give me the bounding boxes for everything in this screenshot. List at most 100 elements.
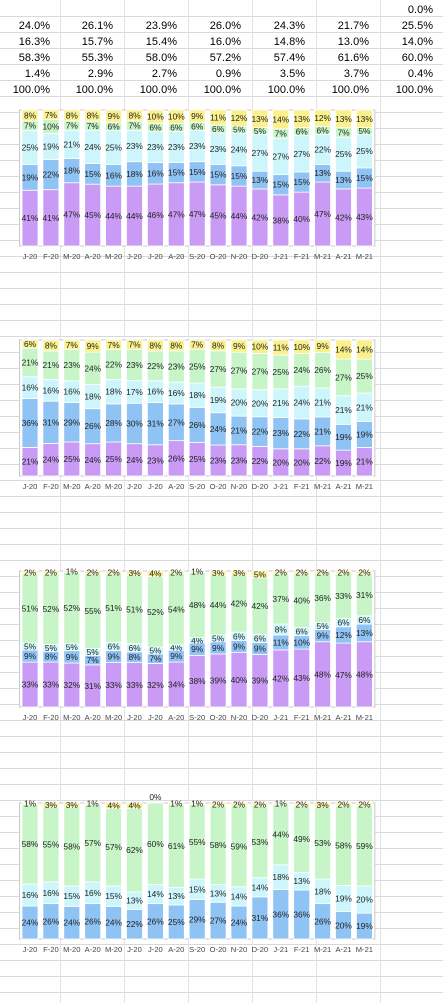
- x-tick-label: J-21: [273, 945, 288, 954]
- table-cell[interactable]: 13.0%: [337, 36, 369, 48]
- data-label: 25%: [356, 371, 373, 381]
- table-cell[interactable]: 24.3%: [273, 20, 305, 32]
- bar-segment: [335, 570, 352, 575]
- table-cell[interactable]: 2.9%: [87, 68, 113, 80]
- data-label: 43%: [356, 212, 373, 222]
- table-cell[interactable]: 21.7%: [337, 20, 369, 32]
- data-label: 2%: [317, 567, 330, 577]
- data-label: 42%: [252, 601, 269, 611]
- x-tick-label: J-21: [273, 252, 288, 261]
- table-cell[interactable]: 14.0%: [401, 36, 433, 48]
- data-label: 36%: [272, 909, 289, 919]
- data-label: 20%: [231, 398, 248, 408]
- table-cell[interactable]: 0.9%: [215, 68, 241, 80]
- x-tick-label: M-21: [314, 482, 331, 491]
- table-cell[interactable]: 0.0%: [407, 4, 433, 16]
- data-label: 6%: [254, 633, 267, 643]
- data-label: 11%: [273, 342, 290, 352]
- data-label: 6%: [191, 121, 204, 131]
- data-label: 19%: [43, 141, 60, 151]
- table-row: 0.0%: [0, 2, 443, 18]
- table-cell[interactable]: 57.4%: [273, 52, 305, 64]
- table-cell[interactable]: 3.7%: [343, 68, 369, 80]
- table-cell[interactable]: 25.5%: [401, 20, 433, 32]
- table-cell[interactable]: 55.3%: [81, 52, 113, 64]
- table-cell[interactable]: 100.0%: [12, 84, 50, 96]
- data-label: 31%: [84, 681, 101, 691]
- data-label: 40%: [293, 214, 310, 224]
- data-label: 47%: [168, 209, 185, 219]
- data-label: 7%: [45, 110, 58, 120]
- data-label: 5%: [358, 126, 371, 136]
- table-cell[interactable]: 15.4%: [145, 36, 177, 48]
- table-cell[interactable]: 23.9%: [145, 20, 177, 32]
- data-label: 14%: [147, 889, 164, 899]
- data-label: 18%: [105, 387, 122, 397]
- table-cell[interactable]: 2.7%: [151, 68, 177, 80]
- data-label: 9%: [170, 651, 183, 661]
- data-label: 8%: [45, 652, 58, 662]
- data-label: 15%: [189, 884, 206, 894]
- bar-segment: [84, 802, 102, 805]
- data-label: 16%: [147, 387, 164, 397]
- data-label: 39%: [252, 676, 269, 686]
- data-label: 10%: [252, 342, 269, 352]
- data-label: 22%: [314, 456, 331, 466]
- data-label: 5%: [233, 125, 246, 135]
- data-label: 22%: [252, 456, 269, 466]
- table-cell[interactable]: 15.7%: [81, 36, 113, 48]
- bar-segment: [209, 570, 227, 576]
- data-label: 32%: [63, 680, 80, 690]
- table-cell[interactable]: 14.8%: [273, 36, 305, 48]
- data-label: 44%: [126, 211, 143, 221]
- data-label: 24%: [231, 144, 248, 154]
- bar-segment: [126, 109, 143, 122]
- table-cell[interactable]: 0.4%: [407, 68, 433, 80]
- data-label: 5%: [24, 641, 37, 651]
- data-label: 2%: [24, 567, 37, 577]
- data-label: 44%: [210, 600, 227, 610]
- table-cell[interactable]: 16.0%: [209, 36, 241, 48]
- data-label: 31%: [252, 913, 269, 923]
- table-cell[interactable]: 100.0%: [267, 84, 305, 96]
- table-cell[interactable]: 26.1%: [81, 20, 113, 32]
- data-label: 17%: [126, 387, 143, 397]
- bar-segment: [355, 109, 373, 128]
- table-cell[interactable]: 26.0%: [209, 20, 241, 32]
- table-cell[interactable]: 58.0%: [145, 52, 177, 64]
- bar-segment: [314, 570, 332, 575]
- table-cell[interactable]: 100.0%: [331, 84, 369, 96]
- table-cell[interactable]: 60.0%: [401, 52, 433, 64]
- table-cell[interactable]: 3.5%: [279, 68, 305, 80]
- data-label: 42%: [335, 212, 352, 222]
- data-label: 25%: [189, 454, 206, 464]
- data-label: 15%: [189, 167, 206, 177]
- x-tick-label: A-21: [335, 713, 351, 722]
- table-cell[interactable]: 24.0%: [18, 20, 50, 32]
- data-label: 5%: [212, 633, 225, 643]
- data-label: 24%: [231, 918, 248, 928]
- data-label: 20%: [293, 457, 310, 467]
- row-gridline: [0, 320, 443, 321]
- data-label: 9%: [66, 652, 79, 662]
- data-label: 24%: [293, 398, 310, 408]
- data-label: 10%: [168, 112, 185, 122]
- table-cell[interactable]: 100.0%: [139, 84, 177, 96]
- table-cell[interactable]: 100.0%: [75, 84, 113, 96]
- table-cell[interactable]: 100.0%: [203, 84, 241, 96]
- bar-segment: [314, 109, 332, 127]
- bar-segment: [105, 802, 122, 809]
- table-cell[interactable]: 1.4%: [24, 68, 50, 80]
- table-cell[interactable]: 100.0%: [395, 84, 433, 96]
- data-label: 3%: [45, 800, 58, 810]
- table-cell[interactable]: 57.2%: [209, 52, 241, 64]
- table-cell[interactable]: 16.3%: [18, 36, 50, 48]
- data-label: 26%: [84, 421, 101, 431]
- table-cell[interactable]: 61.6%: [337, 52, 369, 64]
- data-label: 30%: [126, 418, 143, 428]
- data-label: 48%: [189, 600, 206, 610]
- data-label: 7%: [66, 340, 79, 350]
- data-label: 21%: [314, 426, 331, 436]
- data-label: 22%: [314, 144, 331, 154]
- table-cell[interactable]: 58.3%: [18, 52, 50, 64]
